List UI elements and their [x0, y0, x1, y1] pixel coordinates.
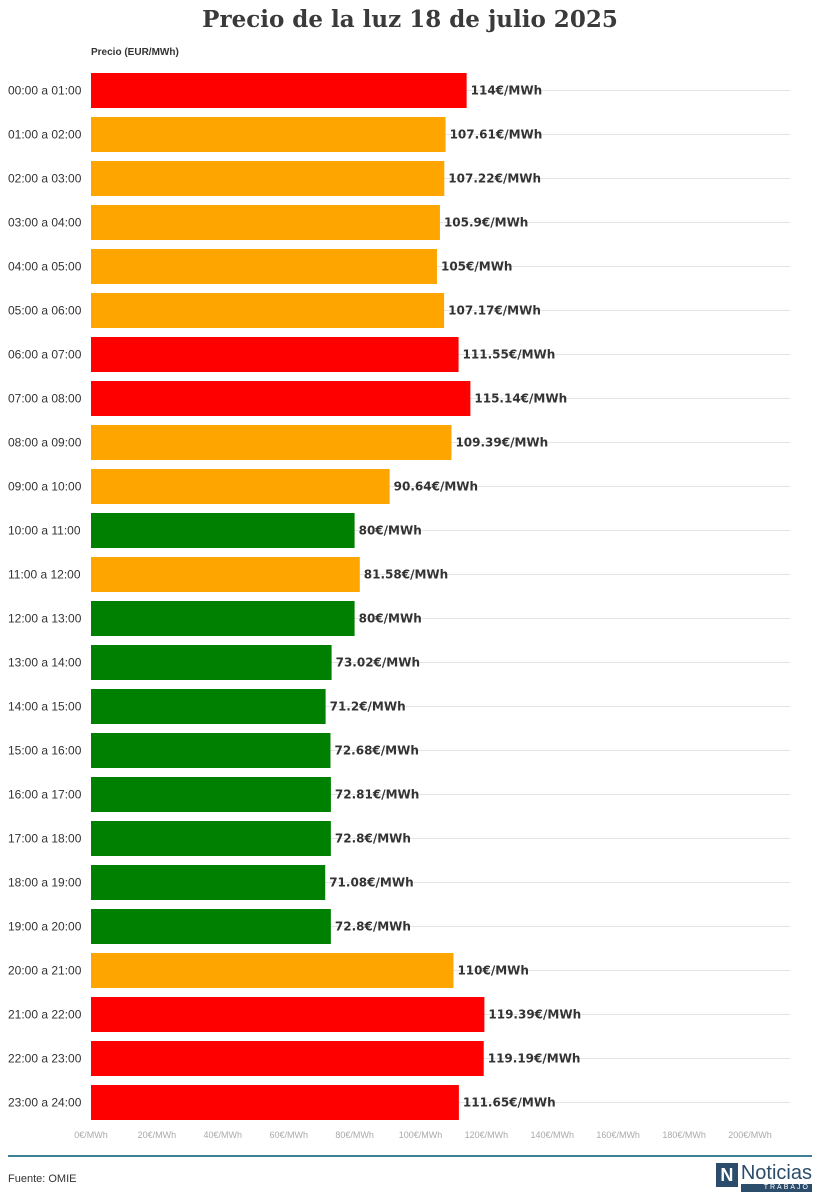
bar: [91, 249, 437, 284]
bar: [91, 337, 459, 372]
bar: [91, 557, 360, 592]
category-label: 13:00 a 14:00: [8, 656, 82, 670]
category-label: 10:00 a 11:00: [8, 524, 81, 538]
bar: [91, 513, 355, 548]
x-tick-label: 160€/MWh: [596, 1130, 640, 1140]
bar: [91, 381, 471, 416]
bar: [91, 73, 467, 108]
category-label: 07:00 a 08:00: [8, 392, 82, 406]
data-label: 72.81€/MWh: [335, 788, 419, 802]
data-label: 71.08€/MWh: [329, 876, 413, 890]
bar: [91, 117, 446, 152]
bar-chart: 00:00 a 01:00 114€/MWh 01:00 a 02:00 107.61…: [8, 73, 790, 1140]
category-label: 21:00 a 22:00: [8, 1008, 82, 1022]
category-label: 22:00 a 23:00: [8, 1052, 82, 1066]
footer-divider: [8, 1155, 812, 1157]
bar: [91, 161, 445, 196]
x-tick-label: 100€/MWh: [399, 1130, 443, 1140]
category-label: 06:00 a 07:00: [8, 348, 82, 362]
bar: [91, 1041, 484, 1076]
category-label: 08:00 a 09:00: [8, 436, 82, 450]
bar: [91, 953, 454, 988]
category-label: 09:00 a 10:00: [8, 480, 82, 494]
source-note: Fuente: OMIE: [8, 1173, 77, 1185]
data-label: 107.17€/MWh: [448, 304, 541, 318]
data-label: 72.8€/MWh: [335, 832, 411, 846]
brand-subname: TRABAJO: [740, 1184, 812, 1192]
axis-label: Precio (EUR/MWh): [91, 47, 179, 58]
brand-logo-icon: N: [715, 1163, 738, 1187]
bar: [91, 601, 355, 636]
category-label: 12:00 a 13:00: [8, 612, 82, 626]
bar: [91, 205, 440, 240]
bar: [91, 293, 445, 328]
data-label: 119.39€/MWh: [488, 1008, 581, 1022]
data-label: 105€/MWh: [441, 260, 513, 274]
bar: [91, 645, 332, 680]
bar: [91, 909, 331, 944]
category-label: 05:00 a 06:00: [8, 304, 82, 318]
x-tick-label: 140€/MWh: [531, 1130, 575, 1140]
brand-logo: N Noticias TRABAJO: [715, 1162, 812, 1192]
data-label: 80€/MWh: [359, 612, 422, 626]
category-label: 23:00 a 24:00: [8, 1096, 82, 1110]
category-label: 19:00 a 20:00: [8, 920, 82, 934]
data-label: 81.58€/MWh: [364, 568, 448, 582]
data-label: 105.9€/MWh: [444, 216, 528, 230]
category-label: 14:00 a 15:00: [8, 700, 82, 714]
bar: [91, 733, 331, 768]
bar: [91, 997, 485, 1032]
data-label: 72.8€/MWh: [335, 920, 411, 934]
data-label: 111.65€/MWh: [463, 1096, 556, 1110]
data-label: 114€/MWh: [471, 84, 543, 98]
category-label: 04:00 a 05:00: [8, 260, 82, 274]
data-label: 107.22€/MWh: [448, 172, 541, 186]
category-label: 18:00 a 19:00: [8, 876, 82, 890]
x-tick-label: 80€/MWh: [335, 1130, 374, 1140]
bar: [91, 865, 326, 900]
x-tick-label: 60€/MWh: [269, 1130, 308, 1140]
data-label: 119.19€/MWh: [488, 1052, 581, 1066]
brand-name: Noticias: [740, 1162, 812, 1184]
bar: [91, 469, 390, 504]
data-label: 73.02€/MWh: [336, 656, 420, 670]
data-label: 115.14€/MWh: [474, 392, 567, 406]
bar: [91, 777, 331, 812]
category-label: 16:00 a 17:00: [8, 788, 82, 802]
bar: [91, 689, 326, 724]
category-label: 03:00 a 04:00: [8, 216, 82, 230]
data-label: 107.61€/MWh: [450, 128, 543, 142]
data-label: 71.2€/MWh: [330, 700, 406, 714]
data-label: 109.39€/MWh: [455, 436, 548, 450]
category-label: 11:00 a 12:00: [8, 568, 81, 582]
data-label: 80€/MWh: [359, 524, 422, 538]
x-tick-label: 40€/MWh: [204, 1130, 243, 1140]
bar: [91, 821, 331, 856]
chart-title: Precio de la luz 18 de julio 2025: [202, 6, 618, 33]
category-label: 20:00 a 21:00: [8, 964, 82, 978]
x-tick-label: 120€/MWh: [465, 1130, 509, 1140]
x-tick-label: 200€/MWh: [728, 1130, 772, 1140]
x-tick-label: 0€/MWh: [74, 1130, 108, 1140]
category-label: 01:00 a 02:00: [8, 128, 82, 142]
x-tick-label: 20€/MWh: [138, 1130, 177, 1140]
category-label: 00:00 a 01:00: [8, 84, 82, 98]
category-label: 17:00 a 18:00: [8, 832, 82, 846]
category-label: 02:00 a 03:00: [8, 172, 82, 186]
data-label: 72.68€/MWh: [334, 744, 418, 758]
bar: [91, 425, 452, 460]
data-label: 111.55€/MWh: [463, 348, 556, 362]
bar: [91, 1085, 459, 1120]
data-label: 90.64€/MWh: [394, 480, 478, 494]
category-label: 15:00 a 16:00: [8, 744, 82, 758]
x-tick-label: 180€/MWh: [662, 1130, 706, 1140]
data-label: 110€/MWh: [457, 964, 529, 978]
